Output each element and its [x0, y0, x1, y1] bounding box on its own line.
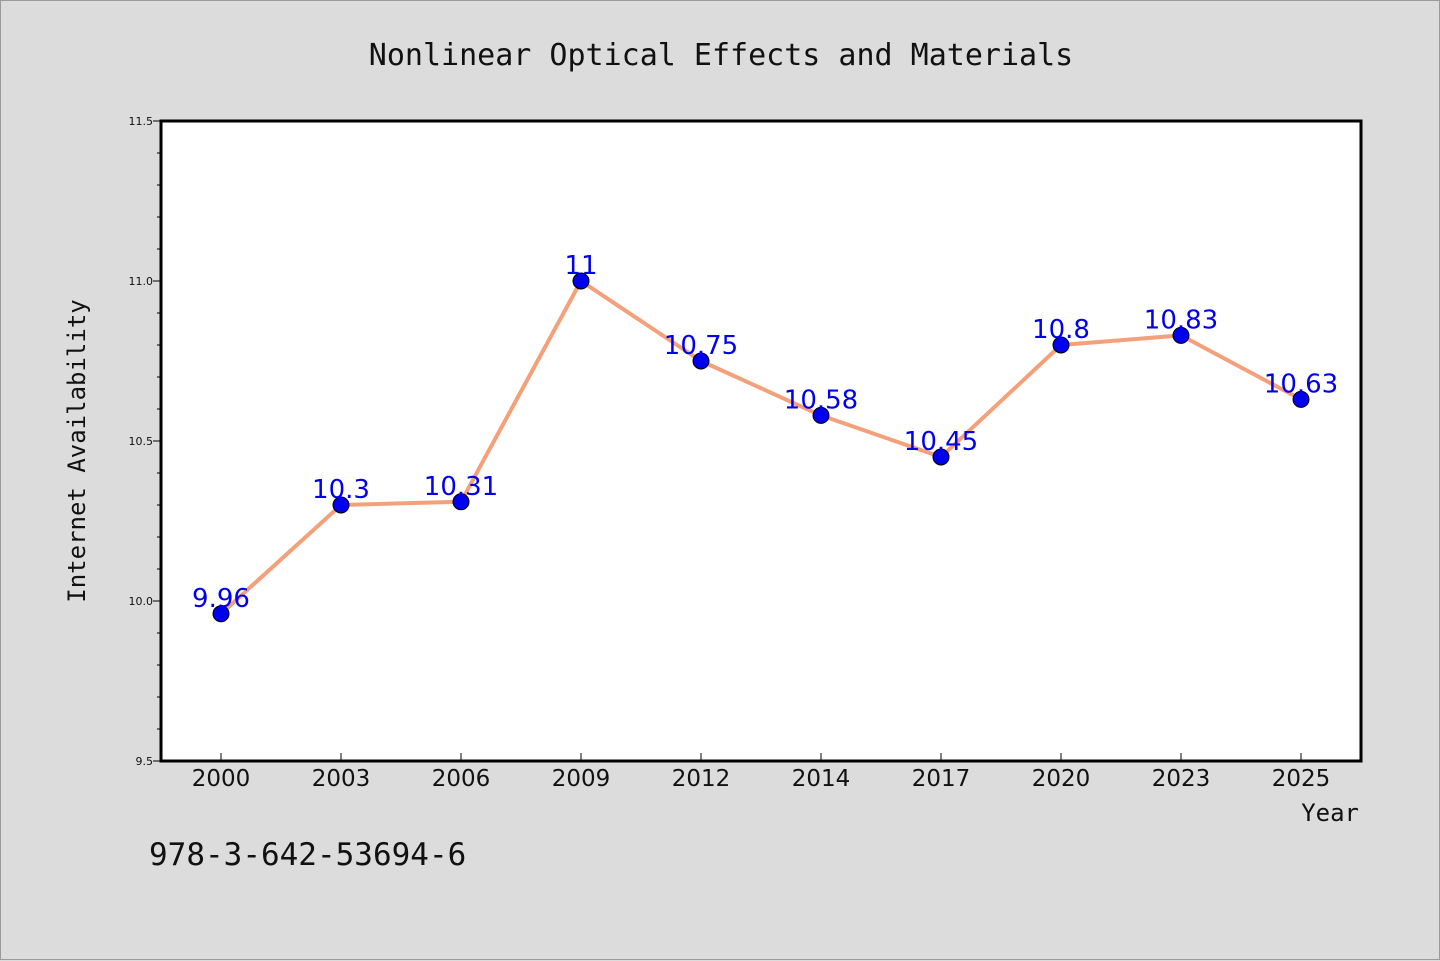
series-layer: 9.96 10.3 10.31 11 10.75 10.58 10.45 10.8 10.83 1…: [192, 251, 1338, 623]
data-label: 11: [564, 251, 597, 281]
y-axis: 9.5 10.0 10.5 11.0 11.5: [129, 115, 161, 768]
data-label: 10.75: [664, 331, 738, 361]
data-label: 10.31: [424, 472, 498, 502]
y-tick-label: 10.5: [129, 435, 154, 448]
x-tick-label: 2012: [672, 766, 731, 792]
data-point: [332, 496, 350, 514]
data-label: 10.63: [1264, 369, 1338, 399]
series-line: [219, 279, 1303, 616]
data-point: [692, 352, 710, 370]
x-axis-label: Year: [1301, 799, 1359, 827]
data-label: 10.45: [904, 427, 978, 457]
x-tick-label: 2014: [792, 766, 851, 792]
x-tick-label: 2017: [912, 766, 971, 792]
data-label: 9.96: [192, 584, 250, 614]
plot-area: [159, 119, 1363, 763]
x-tick-label: 2003: [312, 766, 371, 792]
x-axis: 2000 2003 2006 2009 2012 2014 2017 2020 2023 2025: [192, 753, 1331, 792]
data-point: [812, 406, 830, 424]
y-tick-label: 11.5: [129, 115, 154, 128]
data-label: 10.3: [312, 475, 370, 505]
y-tick-label: 11.0: [129, 275, 154, 288]
data-label: 10.8: [1032, 315, 1090, 345]
y-tick-label: 9.5: [136, 755, 154, 768]
y-tick-label: 10.0: [129, 595, 154, 608]
data-point: [1172, 326, 1190, 344]
x-tick-label: 2025: [1272, 766, 1331, 792]
x-tick-label: 2006: [432, 766, 491, 792]
x-tick-label: 2009: [552, 766, 611, 792]
x-tick-label: 2023: [1152, 766, 1211, 792]
data-point: [1052, 336, 1070, 354]
isbn-text: 978-3-642-53694-6: [149, 837, 466, 873]
data-point: [1292, 390, 1310, 408]
data-point: [932, 448, 950, 466]
y-axis-label: Internet Availability: [63, 299, 91, 602]
data-point: [572, 272, 590, 290]
chart-title: Nonlinear Optical Effects and Materials: [369, 38, 1073, 73]
x-tick-label: 2000: [192, 766, 251, 792]
data-point: [212, 605, 230, 623]
data-label: 10.58: [784, 385, 858, 415]
data-point: [452, 493, 470, 511]
x-tick-label: 2020: [1032, 766, 1091, 792]
data-label: 10.83: [1144, 305, 1218, 335]
